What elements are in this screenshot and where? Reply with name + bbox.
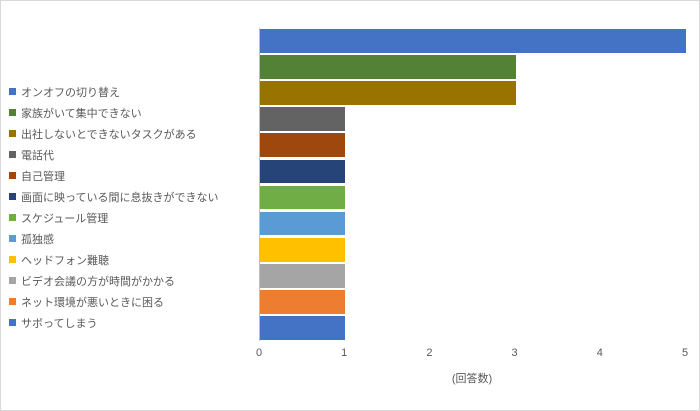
- bar-10: [260, 263, 346, 288]
- bar-row: [260, 315, 686, 341]
- plot-area: [259, 28, 686, 341]
- bar-7: [260, 185, 346, 210]
- bar-5: [260, 133, 346, 158]
- bar-row: [260, 106, 686, 132]
- legend-swatch: [9, 88, 16, 95]
- bar-2: [260, 55, 516, 79]
- legend-label: 出社しないとできないタスクがある: [21, 128, 197, 141]
- bar-row: [260, 211, 686, 237]
- legend-item: 画面に映っている間に息抜きができない: [9, 186, 218, 207]
- legend-swatch: [9, 109, 16, 116]
- legend-item: スケジュール管理: [9, 207, 218, 228]
- x-tick-label: 2: [426, 347, 433, 359]
- legend-item: ネット環境が悪いときに困る: [9, 291, 218, 312]
- legend-label: ビデオ会議の方が時間がかかる: [21, 275, 175, 288]
- bar-row: [260, 28, 686, 54]
- bar-12: [260, 316, 346, 340]
- legend-item: 孤独感: [9, 228, 218, 249]
- legend-swatch: [9, 172, 16, 179]
- x-axis-title: (回答数): [451, 373, 493, 385]
- legend-swatch: [9, 214, 16, 221]
- legend-swatch: [9, 277, 16, 284]
- legend-item: 家族がいて集中できない: [9, 102, 218, 123]
- bar-row: [260, 184, 686, 210]
- legend-swatch: [9, 319, 16, 326]
- x-tick-label: 3: [511, 347, 518, 359]
- bar-row: [260, 263, 686, 289]
- x-tick-label: 0: [255, 347, 263, 359]
- bar-row: [260, 158, 686, 184]
- legend: オンオフの切り替え家族がいて集中できない出社しないとできないタスクがある 電話代自…: [9, 81, 218, 333]
- legend-swatch: [9, 256, 16, 263]
- bar-row: [260, 132, 686, 158]
- bar-9: [260, 237, 346, 262]
- x-tick-label: 1: [341, 347, 348, 359]
- bar-row: [260, 54, 686, 80]
- legend-item: 自己管理: [9, 165, 218, 186]
- legend-item: ビデオ会議の方が時間がかかる: [9, 270, 218, 291]
- legend-swatch: [9, 130, 16, 137]
- legend-item: 電話代: [9, 144, 218, 165]
- x-axis: 0 1 2 3 4 5: [255, 347, 689, 361]
- legend-label: 画面に映っている間に息抜きができない: [21, 191, 219, 204]
- legend-label: オンオフの切り替え: [21, 86, 120, 99]
- legend-item: オンオフの切り替え: [9, 81, 218, 102]
- legend-label: サボってしまう: [21, 317, 98, 330]
- bar-row: [260, 237, 686, 263]
- bar-row: [260, 289, 686, 315]
- legend-item: ヘッドフォン難聴: [9, 249, 218, 270]
- bar-row: [260, 80, 686, 106]
- x-tick-label: 5: [681, 347, 689, 359]
- legend-label: 電話代: [21, 149, 54, 162]
- legend-label: 孤独感: [21, 233, 54, 246]
- bar-8: [260, 211, 346, 236]
- legend-swatch: [9, 235, 16, 242]
- bar-11: [260, 289, 346, 314]
- legend-label: ヘッドフォン難聴: [21, 254, 109, 267]
- legend-item: サボってしまう: [9, 312, 218, 333]
- legend-item: 出社しないとできないタスクがある: [9, 123, 218, 144]
- legend-label: スケジュール管理: [21, 212, 109, 225]
- bar-3: [260, 81, 516, 106]
- bar-4: [260, 107, 346, 132]
- legend-swatch: [9, 193, 16, 200]
- legend-swatch: [9, 151, 16, 158]
- legend-label: ネット環境が悪いときに困る: [21, 296, 164, 309]
- legend-label: 自己管理: [21, 170, 65, 183]
- legend-swatch: [9, 298, 16, 305]
- bar-6: [260, 159, 346, 184]
- bar-1: [260, 29, 686, 53]
- x-tick-label: 4: [596, 347, 603, 359]
- legend-label: 家族がいて集中できない: [21, 107, 142, 120]
